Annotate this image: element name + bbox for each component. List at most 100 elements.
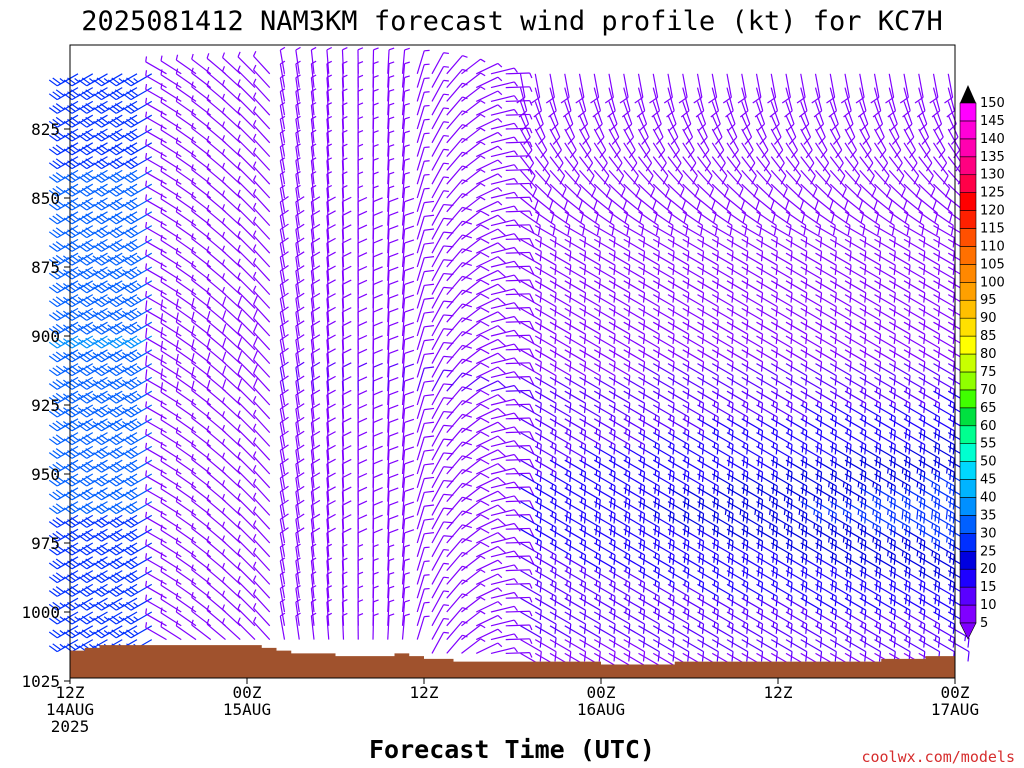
barb-full-flag: [129, 503, 139, 511]
barb-full-flag: [78, 189, 88, 197]
barb-staff: [145, 130, 167, 144]
wind-barb: [191, 495, 212, 516]
wind-barb: [252, 161, 271, 185]
barb-staff: [446, 620, 463, 640]
barb-full-flag: [373, 224, 383, 230]
barb-staff: [534, 114, 546, 138]
barb-staff: [222, 167, 241, 185]
barb-staff: [145, 75, 167, 89]
wind-barb: [145, 484, 167, 503]
wind-barb: [145, 497, 167, 516]
wind-barb: [78, 404, 108, 418]
barb-full-flag: [424, 476, 435, 480]
barb-staff: [145, 282, 167, 296]
wind-barb: [145, 470, 167, 489]
barb-full-flag: [52, 505, 62, 513]
wind-barb: [237, 162, 256, 185]
barb-full-flag: [78, 369, 88, 377]
wind-barb: [145, 166, 167, 185]
barb-staff: [175, 225, 197, 240]
barb-staff: [145, 213, 167, 227]
barb-half-flag: [221, 259, 226, 265]
barb-full-flag: [107, 327, 117, 335]
barb-half-flag: [497, 601, 503, 606]
wind-barb: [160, 138, 182, 158]
wind-barb: [93, 349, 123, 363]
wind-barb: [63, 625, 94, 639]
wind-barb: [78, 225, 108, 239]
barb-staff: [253, 235, 271, 254]
barb-full-flag: [48, 645, 58, 653]
barb-staff: [222, 222, 241, 240]
wind-barb: [93, 238, 123, 252]
wind-barb: [93, 294, 123, 308]
barb-half-flag: [497, 642, 503, 648]
barb-staff: [237, 56, 256, 75]
barb-half-flag: [92, 393, 98, 398]
wind-barb: [221, 604, 241, 627]
barb-half-flag: [388, 75, 395, 79]
barb-staff: [505, 279, 530, 282]
barb-half-flag: [59, 616, 65, 621]
barb-half-flag: [175, 96, 179, 102]
barb-full-flag: [52, 422, 62, 430]
barb-full-flag: [107, 93, 117, 101]
barb-full-flag: [78, 286, 88, 294]
barb-half-flag: [118, 602, 124, 607]
barb-staff: [505, 293, 530, 296]
wind-barb: [461, 596, 486, 613]
barb-half-flag: [480, 610, 486, 615]
barb-staff: [461, 113, 481, 130]
barb-staff: [505, 155, 530, 158]
barb-full-flag: [96, 256, 106, 264]
barb-half-flag: [443, 548, 449, 551]
barb-full-flag: [126, 477, 135, 485]
barb-half-flag: [221, 549, 226, 555]
barb-full-flag: [129, 337, 139, 345]
wind-barb: [221, 231, 241, 254]
wind-barb: [107, 625, 138, 639]
wind-barb: [63, 183, 94, 197]
barb-full-flag: [93, 548, 102, 556]
barb-full-flag: [48, 272, 58, 280]
wind-barb: [78, 266, 108, 280]
barb-full-flag: [252, 378, 259, 388]
wind-barb: [446, 344, 472, 364]
wind-barb: [63, 73, 94, 87]
wind-barb: [63, 156, 94, 170]
wind-barb: [475, 642, 503, 654]
barb-staff: [446, 427, 463, 447]
barb-half-flag: [175, 109, 179, 116]
wind-barb: [475, 131, 503, 144]
barb-half-flag: [388, 613, 395, 617]
barb-full-flag: [55, 199, 65, 207]
wind-barb: [446, 524, 472, 544]
wind-barb: [237, 507, 256, 530]
barb-full-flag: [388, 307, 399, 313]
barb-full-flag: [237, 364, 243, 375]
wind-barb: [122, 142, 153, 156]
barb-full-flag: [126, 546, 135, 554]
wind-barb: [145, 327, 167, 351]
wind-barb: [191, 67, 212, 89]
barb-staff: [416, 354, 425, 378]
wind-barb: [145, 277, 167, 296]
wind-barb: [93, 266, 123, 280]
barb-full-flag: [373, 445, 383, 451]
wind-barb: [78, 597, 108, 611]
wind-barb: [191, 605, 212, 627]
wind-barb: [446, 386, 472, 406]
wind-barb: [279, 375, 289, 406]
barb-full-flag: [237, 351, 243, 361]
wind-barb: [63, 225, 94, 239]
barb-staff: [505, 389, 530, 392]
barb-full-flag: [70, 130, 80, 138]
barb-full-flag: [52, 491, 62, 499]
wind-barb: [145, 208, 167, 227]
wind-barb: [191, 592, 212, 613]
barb-half-flag: [160, 83, 163, 89]
barb-staff: [564, 114, 576, 138]
barb-staff: [446, 248, 463, 268]
wind-barb: [206, 191, 226, 213]
